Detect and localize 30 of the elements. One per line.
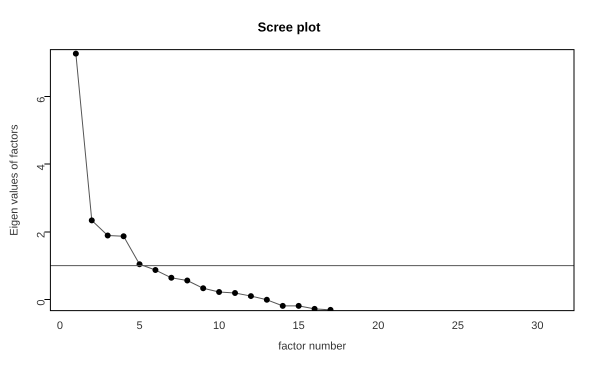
- point: [312, 306, 318, 311]
- x-axis-title: factor number: [278, 340, 346, 352]
- point: [280, 302, 286, 309]
- y-tick-label: 0: [35, 299, 48, 306]
- point: [200, 285, 206, 292]
- y-axis-title: Eigen values of factors: [8, 124, 21, 236]
- chart-title: Scree plot: [258, 19, 322, 34]
- point: [152, 267, 158, 274]
- x-tick-label: 0: [56, 320, 64, 332]
- point: [168, 274, 174, 281]
- point: [72, 50, 79, 57]
- point: [296, 302, 302, 309]
- y-tick-label: 6: [35, 96, 48, 103]
- x-tick-label: 30: [531, 320, 544, 332]
- point: [120, 233, 127, 240]
- x-tick-label: 15: [292, 320, 305, 332]
- point: [328, 306, 334, 311]
- x-tick-label: 20: [372, 320, 384, 332]
- point: [216, 289, 222, 296]
- point: [232, 290, 238, 296]
- y-tick-label: 4: [35, 164, 48, 170]
- point: [184, 278, 190, 284]
- y-tick-label: 2: [35, 232, 48, 238]
- x-tick-label: 25: [452, 320, 464, 332]
- point: [264, 296, 270, 303]
- point: [88, 217, 95, 224]
- point: [248, 293, 254, 300]
- x-tick-label: 5: [136, 320, 143, 332]
- x-tick-label: 10: [212, 320, 226, 332]
- point: [104, 232, 111, 239]
